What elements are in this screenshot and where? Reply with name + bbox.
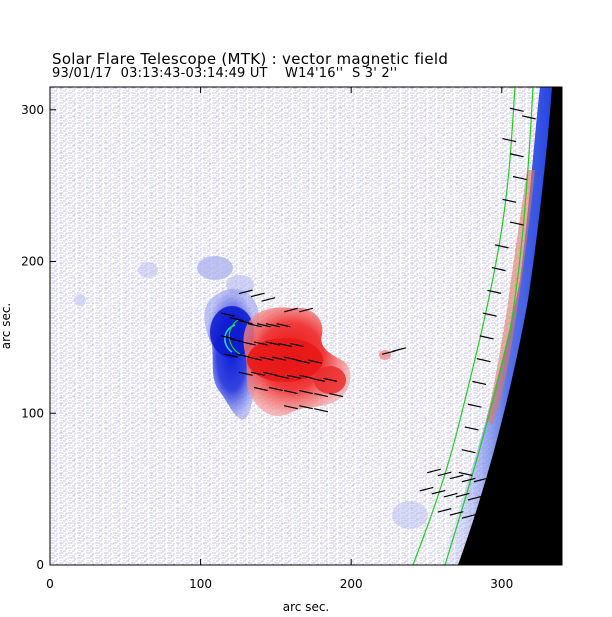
off-disk-region	[458, 87, 562, 565]
field-vector	[479, 335, 494, 340]
field-vector	[476, 358, 491, 363]
field-vector	[437, 471, 452, 477]
y-axis: 0 100 200 300	[21, 103, 562, 572]
field-vector	[283, 405, 298, 410]
field-vector	[238, 289, 253, 295]
field-vector	[473, 477, 488, 483]
field-vector	[238, 320, 253, 325]
field-vector	[241, 341, 256, 346]
field-vector	[467, 403, 482, 408]
field-vector	[284, 307, 298, 313]
field-vector	[290, 342, 304, 348]
field-vector	[296, 359, 310, 364]
field-vector	[299, 389, 313, 395]
field-vector	[299, 374, 313, 379]
field-vector	[250, 292, 265, 298]
field-vector	[247, 356, 262, 361]
field-vector	[314, 408, 329, 413]
field-vector	[494, 244, 509, 249]
field-vector	[427, 468, 441, 474]
field-vector	[512, 175, 527, 181]
field-vector	[443, 492, 458, 498]
field-vector	[299, 405, 313, 410]
field-vector	[274, 374, 289, 379]
field-vector	[283, 356, 298, 361]
image-area	[50, 87, 562, 565]
field-vector	[392, 347, 407, 352]
field-vector	[283, 389, 298, 395]
y-tick-label: 100	[21, 406, 44, 420]
field-vector	[437, 508, 452, 513]
field-vector	[253, 341, 268, 346]
field-vector	[268, 386, 283, 392]
plot-frame	[49, 86, 563, 566]
field-vector	[449, 511, 464, 516]
field-vector	[235, 353, 250, 358]
field-vector	[323, 377, 338, 382]
x-axis-title: arc sec.	[283, 600, 329, 614]
field-vector	[467, 495, 482, 501]
field-vector	[223, 353, 238, 358]
field-vector	[502, 198, 517, 203]
field-vector	[491, 266, 506, 272]
field-vector	[229, 317, 244, 322]
field-vector	[449, 474, 464, 480]
x-tick-label: 100	[189, 577, 212, 591]
field-vector	[311, 377, 326, 382]
field-vector	[455, 492, 470, 498]
field-vector	[220, 312, 235, 317]
field-vector	[487, 289, 502, 294]
contour-line	[444, 87, 534, 565]
field-vector	[277, 342, 292, 348]
field-vector	[458, 471, 473, 477]
field-vector	[461, 449, 476, 454]
field-vector	[238, 371, 253, 376]
field-vector	[247, 323, 262, 328]
field-vector	[461, 477, 476, 483]
contour-line	[412, 87, 516, 565]
y-axis-title: arc sec.	[0, 303, 13, 349]
field-vector	[276, 323, 291, 328]
magnetic-field-vectors	[220, 107, 536, 519]
field-vector	[271, 356, 286, 361]
field-vector	[461, 514, 476, 519]
field-vector	[509, 153, 524, 158]
field-vector	[250, 371, 265, 376]
field-vector	[265, 323, 280, 328]
x-axis: 0 100 200 300	[46, 87, 513, 591]
field-vector	[329, 392, 344, 398]
field-vector	[286, 374, 301, 379]
field-vector	[502, 137, 517, 143]
field-vector	[509, 221, 524, 226]
y-tick-label: 300	[21, 103, 44, 117]
field-vector	[521, 115, 536, 120]
field-vector	[265, 341, 280, 346]
plot-subtitle: 93/01/17 03:13:43-03:14:49 UT W14'16'' S…	[52, 66, 398, 81]
field-vector	[220, 335, 235, 340]
x-tick-label: 0	[46, 577, 54, 591]
field-vector	[419, 486, 434, 492]
field-vector	[261, 297, 276, 302]
field-vector	[259, 356, 274, 361]
field-vector	[308, 359, 322, 364]
y-tick-label: 0	[36, 558, 44, 572]
field-vector	[464, 426, 479, 431]
field-vector	[431, 489, 446, 495]
field-vector	[509, 107, 524, 112]
x-tick-label: 200	[340, 577, 363, 591]
field-vector	[472, 380, 487, 386]
field-vector	[262, 371, 277, 376]
field-vector	[256, 323, 271, 328]
y-tick-label: 200	[21, 255, 44, 269]
field-vector	[253, 386, 268, 392]
plot-title: Solar Flare Telescope (MTK) : vector mag…	[52, 50, 449, 68]
field-vector	[229, 338, 244, 343]
x-tick-label: 300	[490, 577, 513, 591]
field-vector	[299, 307, 313, 313]
field-vector	[482, 312, 497, 317]
field-vector	[314, 392, 329, 398]
